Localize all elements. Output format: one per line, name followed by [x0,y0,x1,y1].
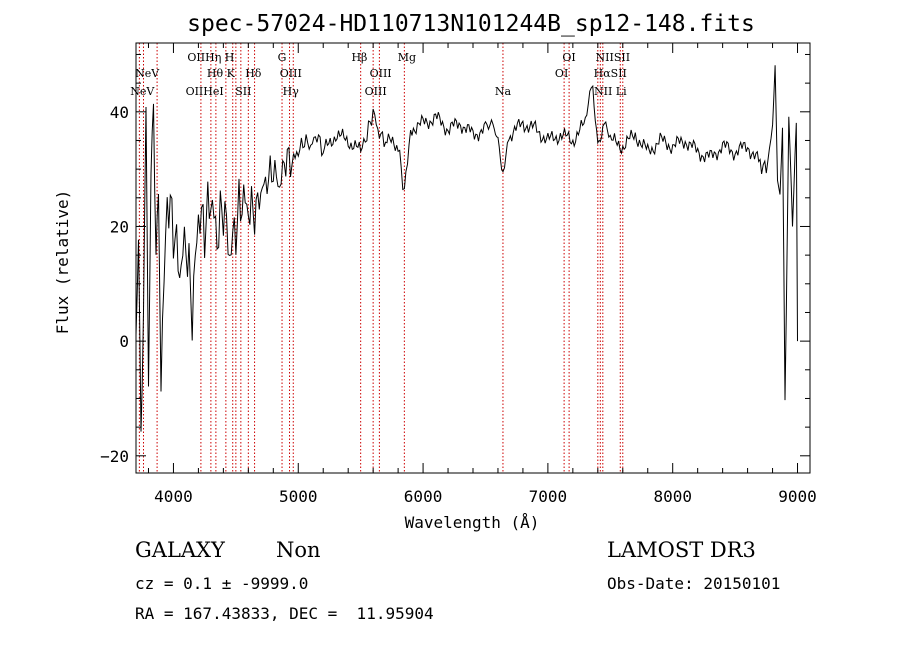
coordinates: RA = 167.43833, DEC = 11.95904 [135,604,434,623]
spectral-line-label: NIISII [596,51,631,64]
spectral-line-label: G [278,51,287,64]
x-axis-label: Wavelength (Å) [405,513,540,532]
spectrum-series [135,65,798,432]
y-tick-label: 20 [110,217,129,236]
spectral-line-label: NII Li [594,85,627,98]
spectral-line-label: OIII [370,67,392,80]
spectral-line-markers [138,43,624,473]
spectral-line-label: NeV [130,85,155,98]
spectral-line-label: OIII [365,85,387,98]
spectral-line-label: OI [562,51,575,64]
spectral-line-label: Hδ [245,67,262,80]
observation-date: Obs-Date: 20150101 [607,574,781,593]
x-tick-label: 9000 [778,487,817,506]
spectral-line-label: Mg [398,51,416,64]
spectral-line-label: Hθ K [207,67,236,80]
y-axis-label: Flux (relative) [53,190,72,335]
spectral-line-label: Na [495,85,512,98]
y-tick-label: 0 [119,332,129,351]
spectral-line-label: NeV [135,67,160,80]
x-tick-label: 6000 [404,487,443,506]
spectral-line-label: Hγ [283,85,300,98]
x-tick-label: 7000 [529,487,568,506]
spectral-line-label: OIII [280,67,302,80]
x-tick-label: 4000 [154,487,193,506]
spectral-line-label: SII [235,85,251,98]
spectral-line-label: OIIHη H [187,51,234,64]
redshift-cz: cz = 0.1 ± -9999.0 [135,574,309,593]
spectral-line-label: HαSII [594,67,627,80]
spectral-line-label: OI [555,67,568,80]
spectral-line-label: Hβ [351,51,367,64]
y-tick-label: −20 [100,447,129,466]
plot-frame [135,42,811,474]
object-class: GALAXY [135,538,225,562]
axis-ticks: 4000 5000 6000 7000 8000 9000 −20 0 20 40 [100,43,817,506]
x-tick-label: 5000 [279,487,318,506]
y-tick-label: 40 [110,103,129,122]
spectral-line-label: OIIHeI [186,85,224,98]
survey-name: LAMOST DR3 [607,538,756,562]
x-tick-label: 8000 [653,487,692,506]
chart-title: spec-57024-HD110713N101244B_sp12-148.fit… [187,11,755,37]
object-subclass: Non [276,538,321,562]
